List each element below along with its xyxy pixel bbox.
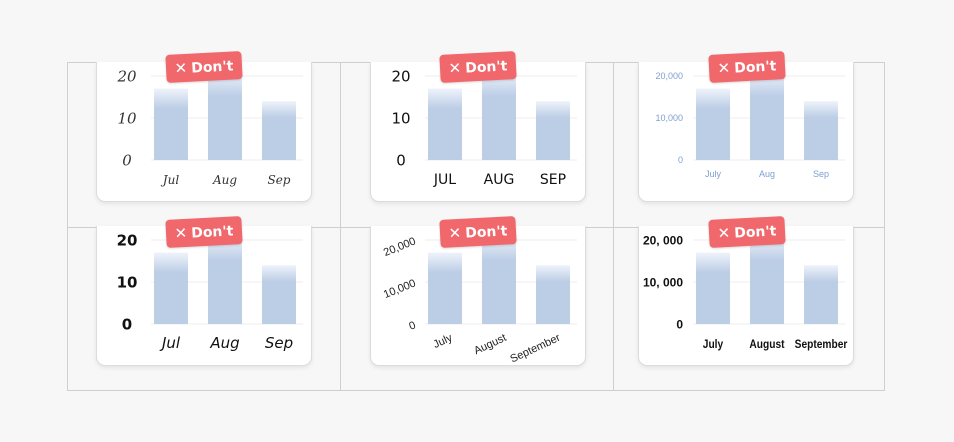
bar-chart: 0 10,000 20,000 July Aug Sep bbox=[655, 71, 845, 179]
y-tick-label: 20 bbox=[117, 231, 138, 249]
y-tick-label: 10, 000 bbox=[643, 275, 683, 289]
bar bbox=[696, 88, 730, 160]
bar bbox=[804, 265, 838, 324]
y-tick-label: 0 bbox=[676, 317, 683, 331]
x-tick-label: September bbox=[795, 338, 848, 351]
bar bbox=[428, 252, 462, 324]
chart-card: 0 10,000 20,000 July Aug Sep bbox=[638, 62, 854, 202]
y-tick-label: 20 bbox=[116, 67, 137, 85]
x-tick-label: Aug bbox=[212, 173, 237, 187]
x-tick-label: JUL bbox=[433, 172, 456, 188]
y-tick-label: 0 bbox=[122, 151, 132, 169]
bar bbox=[536, 101, 570, 160]
badge-label: Don't bbox=[464, 58, 508, 77]
bar bbox=[154, 88, 188, 160]
x-tick-label: July bbox=[703, 338, 724, 351]
x-tick-label: Jul bbox=[159, 334, 181, 352]
x-tick-label: August bbox=[472, 332, 508, 357]
badge-label: Don't bbox=[464, 223, 508, 242]
badge-label: Don't bbox=[190, 58, 234, 77]
bar bbox=[208, 235, 242, 324]
y-tick-label: 20 bbox=[391, 67, 410, 85]
close-icon: ✕ bbox=[448, 58, 462, 78]
grid-divider bbox=[340, 63, 341, 390]
badge-label: Don't bbox=[733, 58, 777, 77]
bar bbox=[482, 71, 516, 160]
bar bbox=[208, 71, 242, 160]
dont-badge: ✕ Don't bbox=[439, 51, 517, 83]
x-tick-label: SEP bbox=[540, 172, 566, 188]
bar-chart: 0 10 20 Jul Aug Sep bbox=[117, 231, 303, 352]
close-icon: ✕ bbox=[174, 58, 188, 78]
x-tick-label: July bbox=[705, 169, 722, 179]
x-tick-label: Aug bbox=[759, 169, 775, 179]
close-icon: ✕ bbox=[717, 58, 731, 78]
y-tick-label: 0 bbox=[678, 155, 683, 165]
y-tick-label: 10,000 bbox=[382, 277, 418, 301]
dont-badge: ✕ Don't bbox=[165, 216, 243, 248]
chart-card: 0 10 20 JUL AUG SEP bbox=[370, 62, 586, 202]
badge-label: Don't bbox=[733, 223, 777, 242]
close-icon: ✕ bbox=[717, 223, 731, 243]
y-tick-label: 20, 000 bbox=[643, 233, 683, 247]
y-tick-label: 0 bbox=[122, 315, 132, 333]
close-icon: ✕ bbox=[448, 223, 462, 243]
bar bbox=[262, 101, 296, 160]
bar bbox=[536, 265, 570, 324]
x-tick-label: Sep bbox=[267, 173, 290, 187]
dont-badge: ✕ Don't bbox=[708, 51, 786, 83]
y-tick-label: 20,000 bbox=[382, 235, 418, 259]
chart-card: 0 10,000 20,000 July August September bbox=[370, 226, 586, 366]
x-tick-label: Jul bbox=[160, 173, 180, 187]
bar bbox=[428, 88, 462, 160]
x-tick-label: Sep bbox=[813, 169, 829, 179]
bar bbox=[750, 71, 784, 160]
x-tick-label: AUG bbox=[484, 172, 515, 188]
chart-card: 0 10 20 Jul Aug Sep bbox=[96, 62, 312, 202]
bar bbox=[482, 235, 516, 324]
x-tick-label: September bbox=[508, 332, 562, 366]
bar bbox=[696, 252, 730, 324]
x-tick-label: August bbox=[749, 338, 784, 351]
dont-badge: ✕ Don't bbox=[439, 216, 517, 248]
bar bbox=[154, 252, 188, 324]
bar-chart: 0 10 20 JUL AUG SEP bbox=[391, 67, 577, 188]
y-tick-label: 10 bbox=[391, 109, 410, 127]
badge-label: Don't bbox=[190, 223, 234, 242]
grid-divider bbox=[613, 63, 614, 390]
y-tick-label: 20,000 bbox=[655, 71, 683, 81]
bar bbox=[804, 101, 838, 160]
y-tick-label: 0 bbox=[407, 319, 417, 332]
y-tick-label: 10,000 bbox=[655, 113, 683, 123]
bar bbox=[750, 235, 784, 324]
x-tick-label: July bbox=[431, 332, 454, 351]
y-tick-label: 0 bbox=[396, 151, 406, 169]
bar-chart: 0 10 20 Jul Aug Sep bbox=[116, 67, 303, 187]
close-icon: ✕ bbox=[174, 223, 188, 243]
y-tick-label: 10 bbox=[117, 273, 138, 291]
bar-chart: 0 10,000 20,000 July August September bbox=[382, 235, 577, 366]
x-tick-label: Sep bbox=[265, 334, 293, 352]
dont-badge: ✕ Don't bbox=[165, 51, 243, 83]
dont-badge: ✕ Don't bbox=[708, 216, 786, 248]
chart-card: 0 10 20 Jul Aug Sep bbox=[96, 226, 312, 366]
bar-chart: 0 10, 000 20, 000 July August September bbox=[643, 233, 848, 351]
bar bbox=[262, 265, 296, 324]
y-tick-label: 10 bbox=[117, 109, 137, 127]
chart-card: 0 10, 000 20, 000 July August September bbox=[638, 226, 854, 366]
x-tick-label: Aug bbox=[209, 334, 239, 352]
